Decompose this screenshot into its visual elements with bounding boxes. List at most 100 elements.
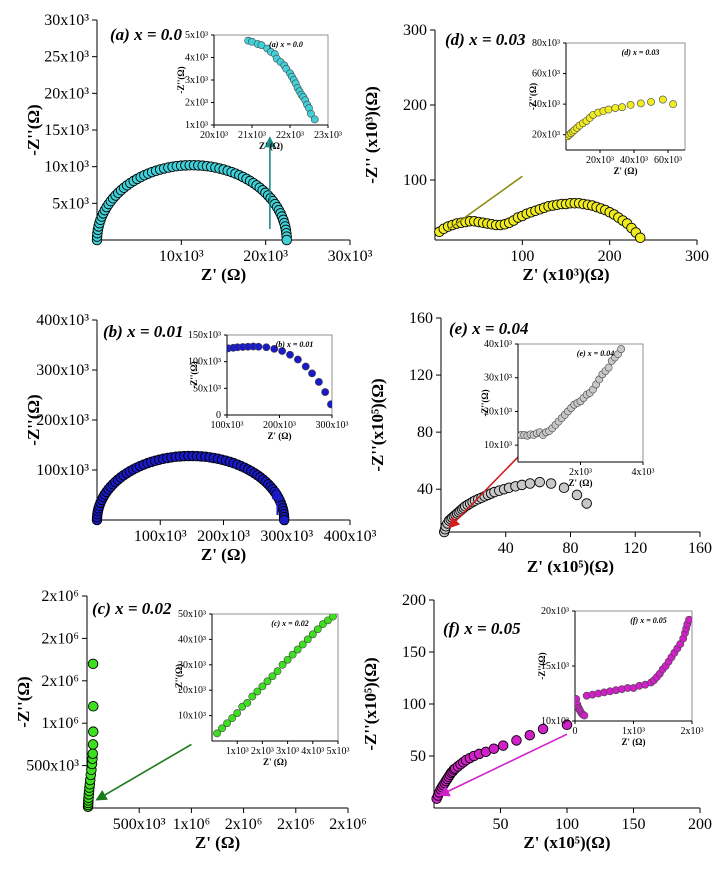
inset-frame-f [574,610,693,722]
y-tick-label: 4x10³ [185,53,208,64]
inset-data-point [669,100,677,109]
data-point [571,489,583,501]
inset-data-point [218,724,226,733]
y-tick-label: 200 [403,97,427,114]
inset-data-point [288,650,297,659]
panel-title: (e) x = 0.04 [449,319,529,338]
x-tick-label: 1x10³ [622,726,645,737]
inset-title: (b) x = 0.01 [276,340,314,349]
x-tick-label: 100 [555,816,579,833]
data-point [545,478,557,489]
inset-data-point [659,95,667,104]
y-axis-label: -Z''(Ω) [528,83,538,110]
x-tick-label: 200 [688,816,712,833]
y-tick-label: 40x10³ [532,99,560,110]
y-tick-label: 20x10³ [178,685,206,696]
data-point [488,743,500,754]
x-tick-label: 60x10³ [654,155,682,166]
inset-data-point [298,640,307,649]
y-tick-label: 2x10⁶ [41,630,79,647]
inset-points-f [575,615,692,720]
data-point [281,234,293,246]
y-axis-label: -Z''(Ω) [24,394,43,445]
inset-frame-d [565,42,686,151]
inset-data-point [253,687,262,696]
inset-points-c [213,614,337,738]
x-tick-label: 300x10³ [316,420,349,431]
y-tick-label: 25x10³ [44,49,89,66]
inset-f: 0 1x10³ 2x10³ 10x10³ 15x10³ 20x10³ Z' (Ω) -Z''(… [537,606,704,747]
inset-data-point [308,630,317,639]
inset-points-e [518,345,626,440]
inset-data-point [303,635,312,644]
inset-data-point [223,719,232,728]
x-tick-label: 2x10³ [569,467,592,478]
x-tick-label: 2x10³ [251,746,274,757]
data-point [634,232,646,243]
y-tick-label: 5x10³ [52,195,89,212]
inset-data-point [327,400,332,409]
inset-b: 100x10³ 200x10³ 300x10³ 0 50x10³ 100x10³ 150x1… [188,330,349,441]
y-tick-label: 40x10³ [178,634,206,645]
y-tick-label: 2x10⁶ [41,588,79,605]
inset-data-point [604,363,613,372]
data-point [88,700,99,712]
y-tick-label: 100 [403,172,427,189]
series-points-a [91,159,293,246]
x-tick-label: 3x10³ [276,746,299,757]
data-point [87,658,99,670]
inset-data-point [213,729,221,738]
y-tick-label: 80x10³ [532,38,560,49]
inset-data-point [228,714,237,723]
y-tick-label: 50 [410,748,426,765]
y-tick-label: 200 [402,592,426,609]
y-tick-label: 100x10³ [188,357,221,368]
x-tick-label: 20x10³ [200,130,228,141]
x-tick-label: 200x10³ [197,528,250,545]
x-tick-label: 40 [498,540,514,557]
y-tick-label: 500x10³ [26,758,79,775]
panel-title: (a) x = 0.0 [110,25,183,44]
x-tick-label: 5x10³ [327,746,350,757]
inset-data-point [248,692,257,701]
zoom-arrow [438,733,568,797]
inset-data-point [278,660,287,669]
inset-data-point [306,109,315,118]
inset-data-point [258,682,267,691]
x-tick-label: 100 [510,248,534,265]
inset-data-point [286,350,294,359]
inset-data-point [626,101,635,109]
inset-data-point [647,97,655,106]
y-tick-label: 30x10³ [484,373,512,384]
inset-points-d [566,95,677,141]
y-axis-label: -Z''(x10⁵)(Ω) [361,657,380,750]
inset-data-point [270,344,279,353]
inset-data-point [293,355,302,364]
inset-data-point [308,369,316,378]
y-tick-label: 40x10³ [484,339,512,350]
inset-data-point [301,362,310,371]
y-axis-label: -Z''(Ω) [174,664,184,691]
inset-data-point [313,625,322,634]
inset-data-point [233,709,242,717]
y-tick-label: 15x10³ [541,661,569,672]
y-tick-label: 100 [402,696,426,713]
inset-title: (f) x = 0.05 [630,616,667,625]
x-tick-label: 100x10³ [134,528,187,545]
y-tick-label: 60x10³ [532,69,560,80]
x-axis-label: Z' (Ω) [268,431,292,441]
x-tick-label: 120 [623,540,647,557]
y-tick-label: 30x10³ [178,660,206,671]
panel-title: (f) x = 0.05 [443,619,521,638]
panel-title: (d) x = 0.03 [445,30,526,49]
x-axis-label: Z' (Ω) [201,545,246,564]
x-axis-label: Z' (Ω) [614,166,638,176]
y-tick-label: 100x10³ [36,462,89,479]
y-axis-label: -Z''(Ω) [14,676,33,727]
y-tick-label: 20x10³ [541,606,569,617]
y-tick-label: 15x10³ [44,122,89,139]
inset-c: 1x10³ 2x10³ 3x10³ 4x10³ 5x10³ 10x10³ 20x10³ 30x… [174,609,350,767]
x-tick-label: 100x10³ [211,420,244,431]
panel-title: (b) x = 0.01 [103,322,184,341]
